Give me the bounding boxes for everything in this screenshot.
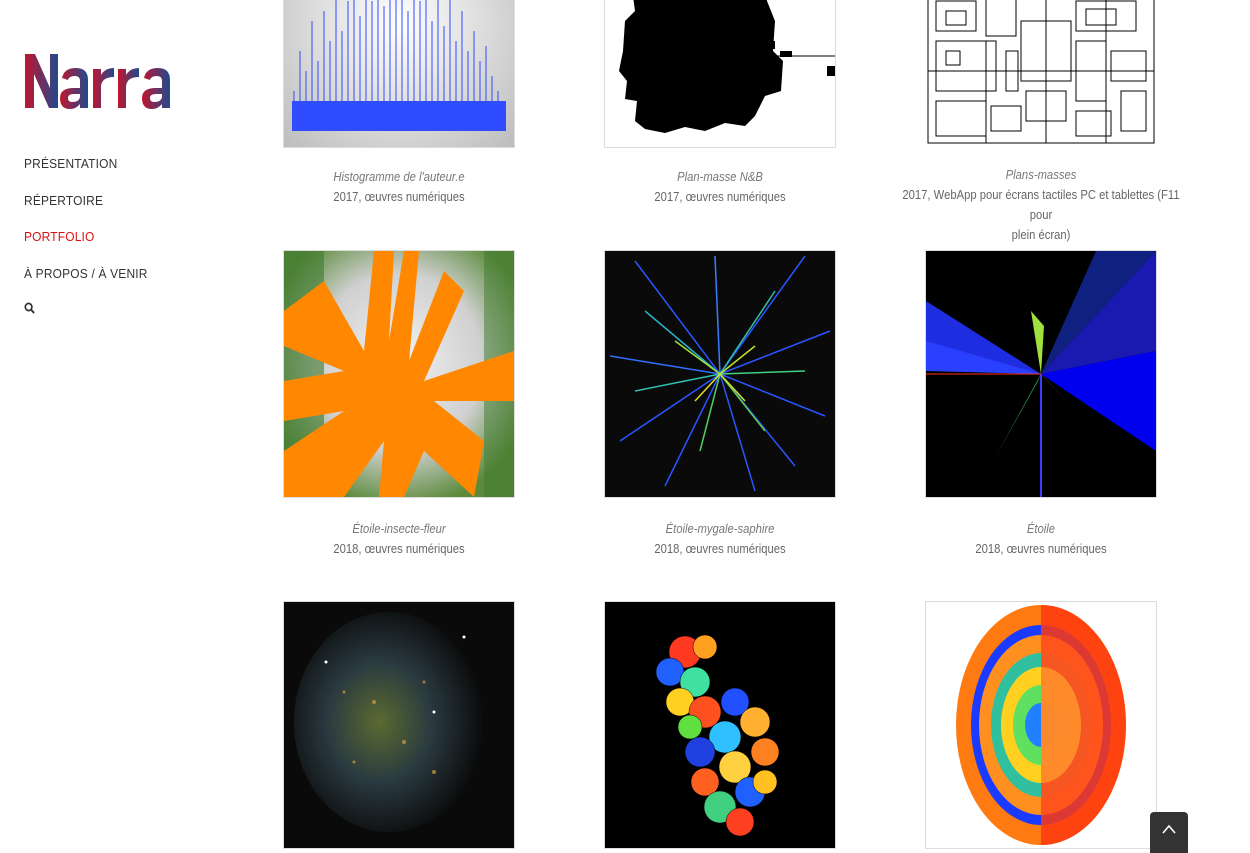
artwork-title[interactable]: Histogramme de l'auteur.e bbox=[333, 170, 465, 184]
nav-item-apropos[interactable]: À PROPOS / À VENIR bbox=[24, 265, 148, 281]
artwork-caption: Étoile-mygale-saphire 2018, œuvres numér… bbox=[560, 519, 880, 559]
artwork-thumbnail-etoile-mygale-saphire[interactable] bbox=[604, 250, 836, 498]
artwork-description: 2018, œuvres numériques bbox=[654, 542, 786, 556]
artwork-description-line2: plein écran) bbox=[1011, 228, 1071, 242]
artwork-description: 2017, œuvres numériques bbox=[333, 190, 465, 204]
artwork-title[interactable]: Étoile-insecte-fleur bbox=[352, 522, 446, 536]
artwork-title[interactable]: Plan-masse N&B bbox=[677, 170, 763, 184]
artwork-description: 2017, WebApp pour écrans tactiles PC et … bbox=[902, 188, 1180, 222]
brand-logo[interactable] bbox=[22, 48, 192, 114]
main-nav: PRÉSENTATION RÉPERTOIRE PORTFOLIO À PROP… bbox=[24, 154, 158, 320]
artwork-thumbnail-etoile[interactable] bbox=[925, 250, 1157, 498]
back-to-top-button[interactable] bbox=[1150, 812, 1188, 853]
search-icon bbox=[24, 302, 35, 314]
artwork-caption: Étoile-insecte-fleur 2018, œuvres numéri… bbox=[239, 519, 559, 559]
artwork-thumbnail-plans-masses[interactable] bbox=[925, 0, 1157, 148]
artwork-thumbnail-histogram[interactable] bbox=[283, 0, 515, 148]
nav-item-presentation[interactable]: PRÉSENTATION bbox=[24, 156, 118, 171]
artwork-title[interactable]: Étoile bbox=[1026, 522, 1056, 536]
artwork-description: 2017, œuvres numériques bbox=[654, 190, 786, 204]
artwork-description: 2018, œuvres numériques bbox=[975, 542, 1107, 556]
artwork-thumbnail-plan-masse[interactable] bbox=[604, 0, 836, 148]
artwork-caption: Plans-masses 2017, WebApp pour écrans ta… bbox=[881, 165, 1201, 245]
artwork-thumbnail-circles[interactable] bbox=[604, 601, 836, 849]
artwork-title[interactable]: Étoile-mygale-saphire bbox=[665, 522, 775, 536]
artwork-thumbnail-rings[interactable] bbox=[925, 601, 1157, 849]
chevron-up-icon bbox=[1162, 824, 1176, 834]
artwork-description: 2018, œuvres numériques bbox=[333, 542, 465, 556]
artwork-title[interactable]: Plans-masses bbox=[1005, 168, 1077, 182]
artwork-thumbnail-particles[interactable] bbox=[283, 601, 515, 849]
artwork-caption: Étoile 2018, œuvres numériques bbox=[881, 519, 1201, 559]
artwork-caption: Histogramme de l'auteur.e 2017, œuvres n… bbox=[239, 167, 559, 207]
artwork-caption: Plan-masse N&B 2017, œuvres numériques bbox=[560, 167, 880, 207]
sidebar: PRÉSENTATION RÉPERTOIRE PORTFOLIO À PROP… bbox=[0, 0, 240, 853]
artwork-thumbnail-etoile-insecte-fleur[interactable] bbox=[283, 250, 515, 498]
nav-item-portfolio[interactable]: PORTFOLIO bbox=[24, 229, 95, 244]
search-button[interactable] bbox=[24, 300, 148, 320]
nav-item-repertoire[interactable]: RÉPERTOIRE bbox=[24, 192, 104, 208]
